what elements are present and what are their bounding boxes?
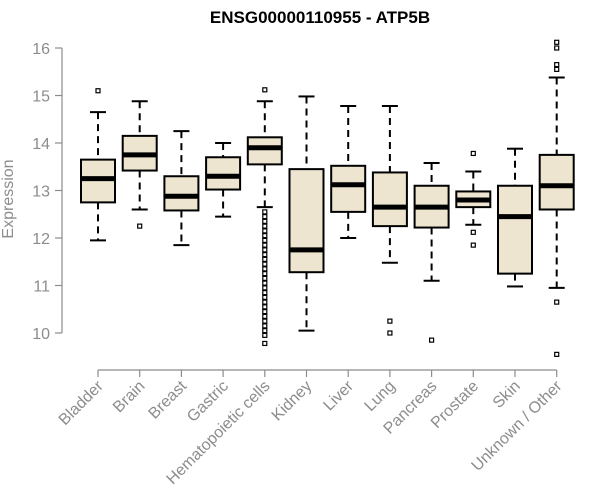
outlier-point (262, 294, 268, 300)
outlier-point (95, 88, 101, 94)
outlier-point (470, 150, 476, 157)
outlier-point (262, 209, 268, 215)
outlier-point (262, 237, 268, 243)
x-tick-label: Lung (362, 378, 399, 415)
outlier-point (262, 332, 268, 338)
outlier-point (262, 328, 268, 334)
outlier-point (262, 87, 268, 93)
iqr-box (288, 168, 325, 274)
y-axis: 10 11 12 13 14 15 16 (32, 41, 63, 343)
box-breast (163, 130, 200, 247)
box-brain (121, 100, 158, 229)
box-gastric (205, 142, 242, 218)
box-unknown-other (538, 39, 575, 357)
outlier-point (262, 242, 268, 248)
y-tick-label: 11 (33, 279, 50, 296)
outlier-point (262, 340, 268, 347)
outlier-point (262, 233, 268, 239)
outlier-point (262, 252, 268, 258)
outlier-point (470, 229, 476, 235)
iqr-box (330, 164, 367, 213)
box-kidney (288, 95, 325, 332)
outlier-point (554, 66, 560, 72)
y-tick-label: 12 (32, 231, 50, 248)
outlier-point (262, 318, 268, 324)
outlier-point (429, 337, 435, 343)
x-tick-label: Brain (110, 378, 148, 416)
box-prostate (455, 150, 492, 248)
outlier-point (387, 330, 393, 336)
outlier-point (262, 323, 268, 329)
outlier-point (262, 223, 268, 229)
outlier-point (137, 223, 143, 229)
box-bladder (80, 88, 116, 242)
outlier-point (554, 39, 560, 45)
x-tick-label: Skin (490, 378, 524, 412)
y-tick-label: 16 (32, 41, 50, 58)
outlier-point (554, 351, 560, 357)
outlier-point (262, 271, 268, 277)
chart-title: ENSG00000110955 - ATP5B (210, 8, 430, 27)
x-tick-label: Bladder (56, 377, 107, 428)
outlier-point (262, 275, 268, 281)
x-tick-label: Breast (146, 377, 191, 422)
box-skin (497, 147, 533, 288)
iqr-box (246, 136, 283, 166)
box-group (80, 39, 575, 357)
outlier-point (554, 45, 560, 51)
box-pancreas (413, 161, 450, 343)
outlier-point (262, 290, 268, 296)
iqr-box (163, 175, 200, 212)
box-hematopoietic-cells (246, 87, 283, 347)
outlier-point (262, 299, 268, 305)
outlier-point (387, 318, 393, 324)
y-tick-label: 10 (32, 326, 50, 343)
outlier-point (262, 266, 268, 272)
outlier-point (262, 247, 268, 253)
outlier-point (262, 218, 268, 224)
y-axis-label: Expression (0, 159, 17, 238)
outlier-point (262, 285, 268, 291)
box-lung (371, 104, 408, 336)
x-tick-label: Liver (320, 377, 357, 414)
outlier-point (262, 304, 268, 310)
y-tick-label: 15 (32, 89, 50, 106)
iqr-box (538, 153, 575, 211)
iqr-box (497, 184, 533, 275)
outlier-point (262, 228, 268, 234)
iqr-box (371, 171, 408, 228)
y-tick-label: 14 (32, 136, 50, 153)
iqr-box (205, 156, 242, 191)
y-tick-label: 13 (32, 184, 50, 201)
outlier-point (470, 242, 476, 248)
outlier-point (262, 214, 268, 220)
box-liver (330, 104, 367, 239)
outlier-point (262, 309, 268, 315)
outlier-point (262, 261, 268, 267)
outlier-point (262, 280, 268, 286)
x-tick-label: Kidney (269, 378, 316, 425)
outlier-point (262, 256, 268, 262)
outlier-point (554, 62, 560, 68)
outlier-point (262, 313, 268, 319)
outlier-point (554, 299, 560, 305)
